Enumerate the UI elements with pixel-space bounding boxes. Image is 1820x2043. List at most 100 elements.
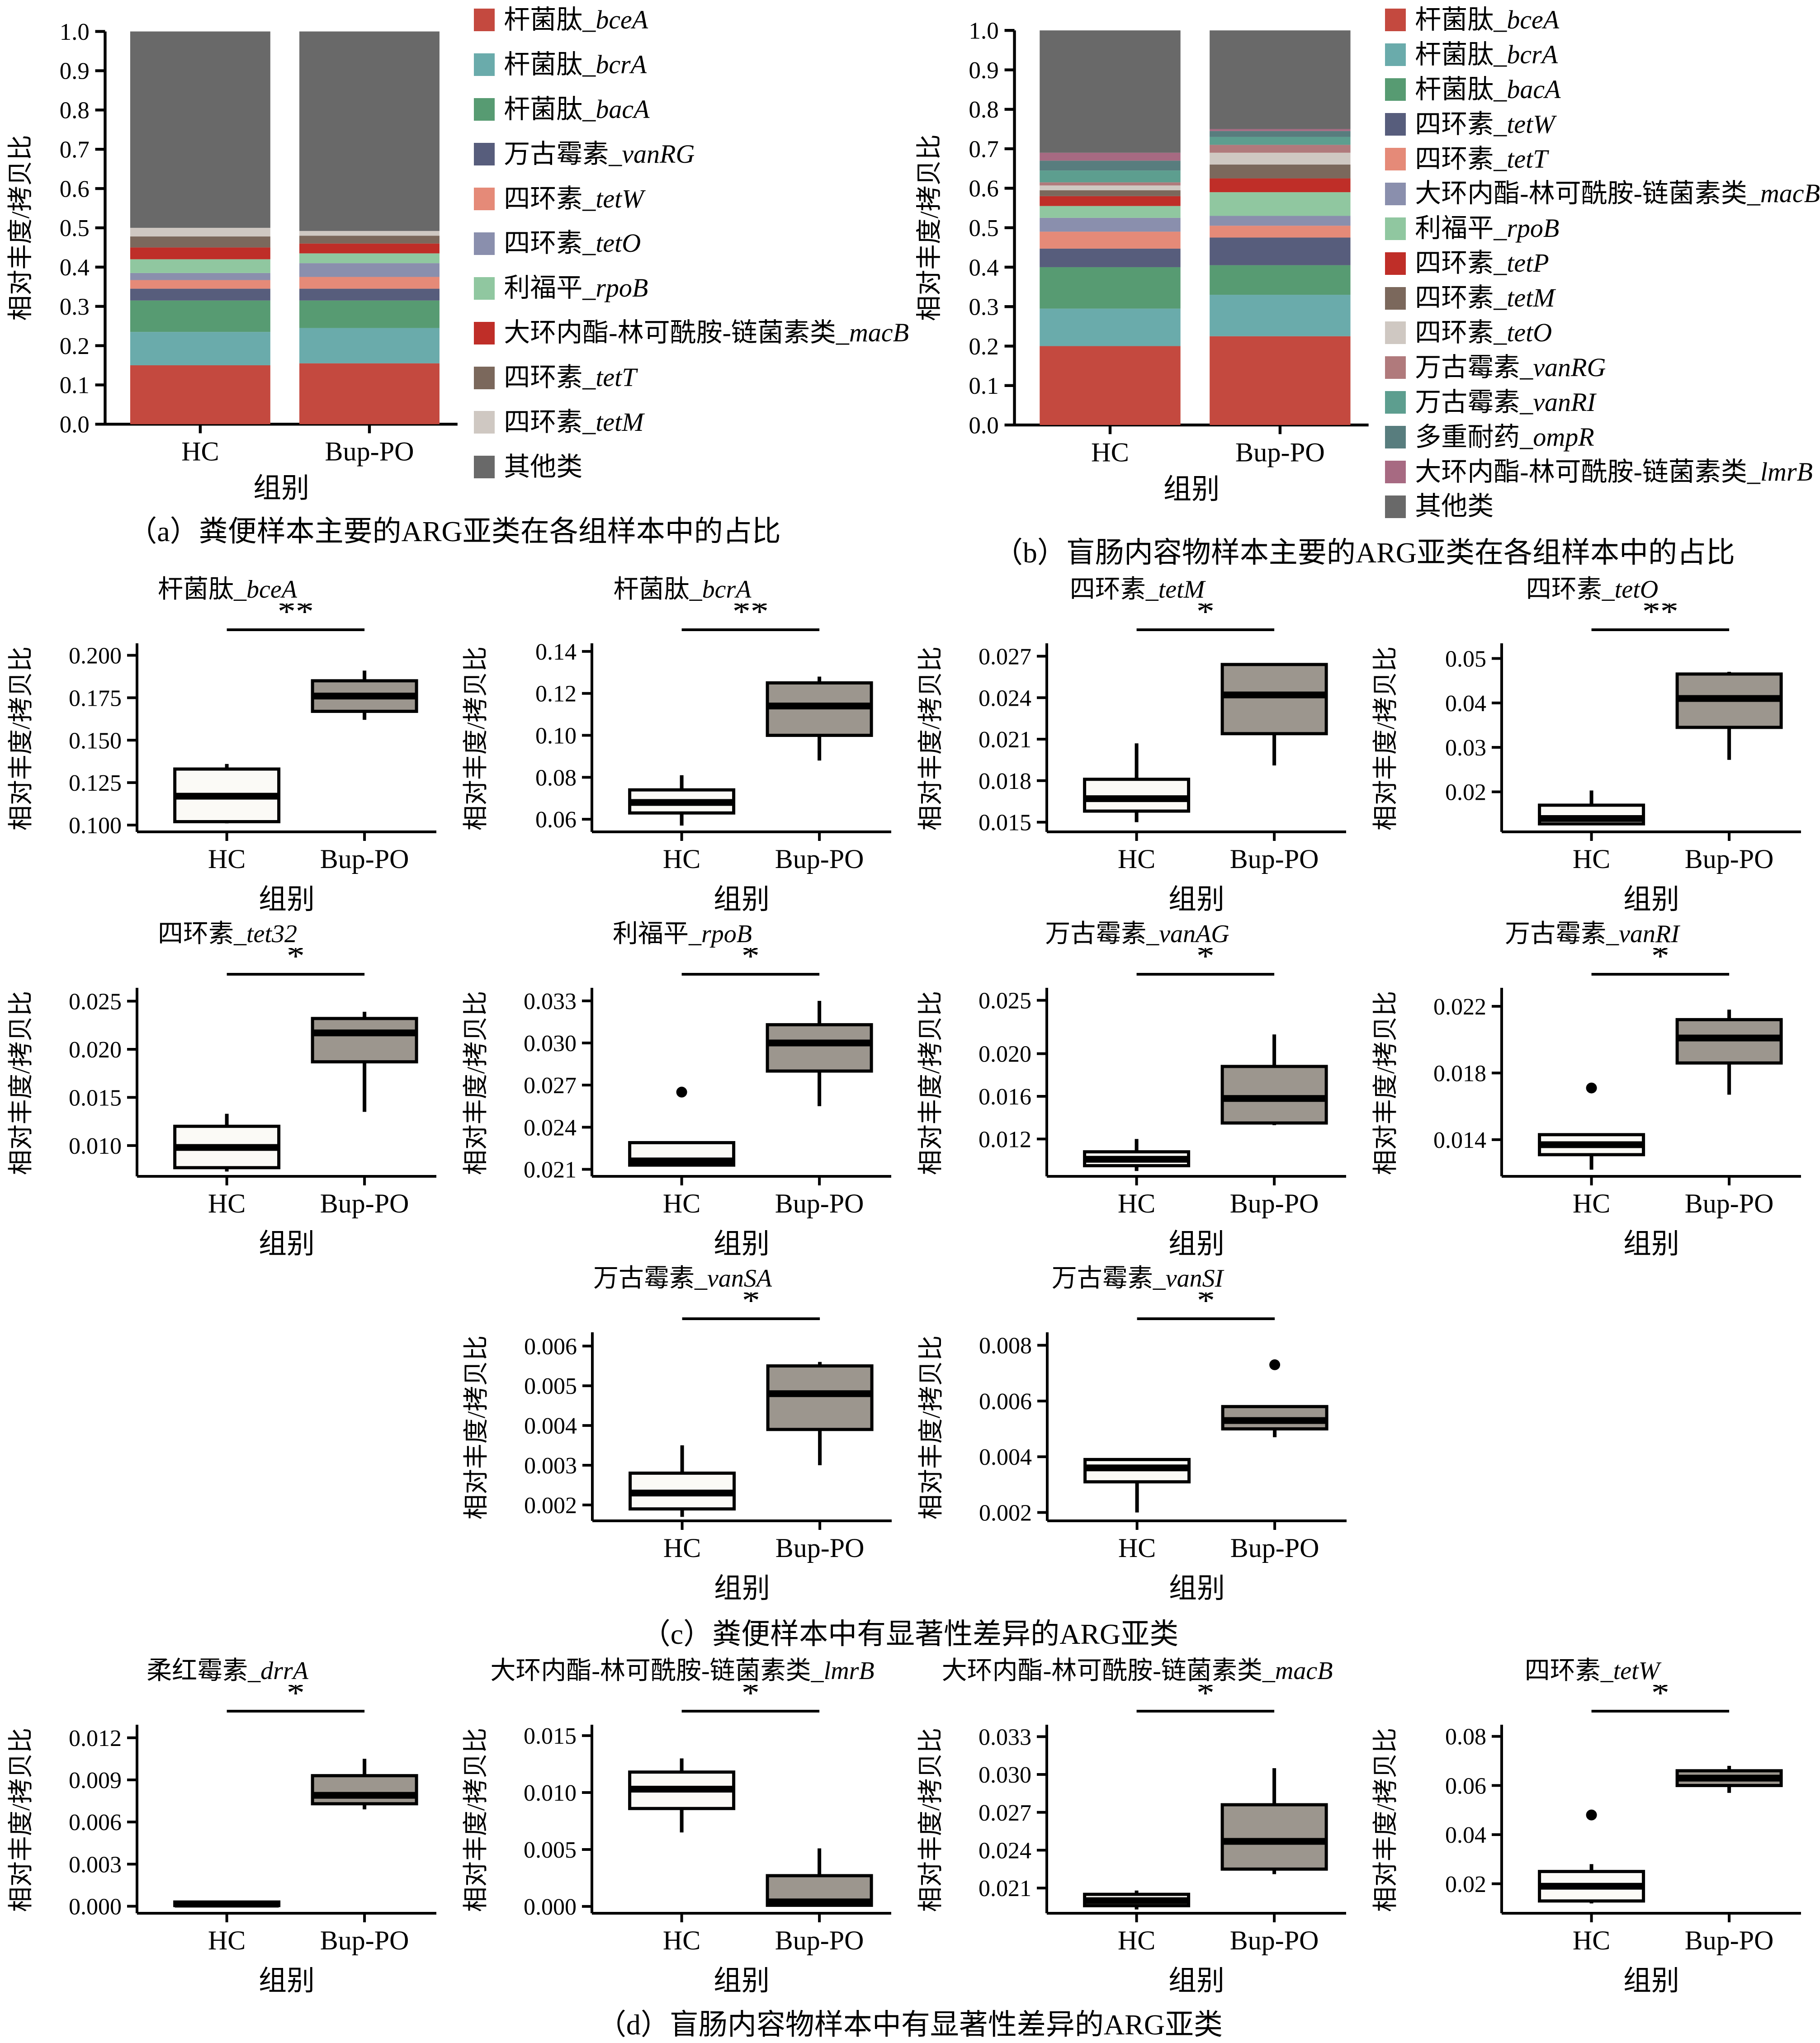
boxplot-cell-c10: 万古霉素_vanSI 0.002 0.004 0.006 0.008 相对丰度/拷贝比 HC…: [910, 1264, 1365, 1609]
legend-label: 杆菌肽_bceA: [504, 5, 648, 34]
significance-stars: *: [1651, 948, 1669, 976]
outlier-point: [676, 1087, 687, 1098]
boxplot-row-c2: 四环素_tet32 0.010 0.015 0.020 0.025 相对丰度/拷贝比 HC B…: [0, 920, 1820, 1264]
box-hc: [173, 1114, 281, 1172]
y-tick-label: 0.08: [535, 765, 577, 791]
bar-segment: [1040, 231, 1181, 249]
boxplot-cell-d1: 柔红霉素_drrA 0.000 0.003 0.006 0.009 0.012 相对丰度/拷…: [0, 1657, 455, 2001]
y-tick-label: 0.5: [969, 215, 998, 241]
legend-item: 四环素_tetM: [474, 408, 909, 436]
y-tick-label: 0.005: [524, 1374, 577, 1400]
bar-segment: [1040, 182, 1181, 186]
y-tick-label: 0.1: [60, 373, 90, 399]
box-bup-po: [311, 1012, 418, 1112]
legend-item: 万古霉素_vanRG: [1385, 354, 1820, 382]
bar-segment: [299, 288, 440, 301]
legend-item: 其他类: [1385, 493, 1820, 520]
x-axis-title: 组别: [1168, 1966, 1224, 1996]
y-tick-label: 0.033: [979, 1725, 1031, 1750]
x-tick-label: HC: [1118, 1925, 1155, 1955]
legend-item: 杆菌肽_bacA: [474, 95, 909, 123]
x-tick-label: Bup-PO: [775, 1533, 864, 1563]
box-bup-po: [766, 1362, 874, 1466]
bar-segment: [130, 247, 270, 260]
boxplot-title: 大环内酯-林可酰胺-链菌素类_macB: [941, 1657, 1333, 1685]
bar-segment: [1040, 152, 1181, 161]
x-tick-label: Bup-PO: [325, 437, 414, 467]
y-axis-title: 相对丰度/拷贝比: [463, 1335, 491, 1520]
significance-stars: *: [287, 948, 305, 976]
boxplot-title: 杆菌肽_bcrA: [613, 576, 752, 604]
y-tick-label: 0.000: [524, 1894, 577, 1920]
x-tick-label: HC: [181, 437, 219, 467]
bar-segment: [299, 328, 440, 363]
bar-segment: [1040, 160, 1181, 171]
bar-segment: [299, 236, 440, 244]
box-bup-po: [311, 670, 418, 720]
y-axis-title: 相对丰度/拷贝比: [462, 991, 490, 1175]
legend-label: 万古霉素_vanRG: [1415, 352, 1606, 382]
y-tick-label: 0.000: [69, 1894, 122, 1920]
x-tick-label: Bup-PO: [1230, 1533, 1319, 1563]
box-bup-po: [766, 1001, 873, 1107]
boxplot-svg-c6: 0.021 0.024 0.027 0.030 0.033 相对丰度/拷贝比 HC Bup-P…: [462, 948, 891, 1260]
y-tick-label: 0.021: [524, 1157, 577, 1183]
legend-item: 四环素_tetM: [1385, 284, 1820, 312]
legend-swatch-tetT: [474, 366, 495, 389]
y-tick-label: 0.010: [69, 1133, 122, 1159]
box-hc: [628, 1758, 736, 1833]
box-hc: [173, 764, 281, 824]
boxplot-cell-d3: 大环内酯-林可酰胺-链菌素类_macB 0.021 0.024 0.027 0.030 0…: [910, 1657, 1365, 2001]
bar-segment: [130, 300, 270, 332]
box-hc: [1083, 1891, 1191, 1910]
legend-label: 四环素_tetW: [1415, 109, 1555, 139]
legend-label: 四环素_tetP: [1415, 248, 1549, 278]
y-tick-label: 0.5: [60, 215, 90, 241]
y-tick-label: 0.015: [979, 810, 1031, 836]
box-bup-po: [1220, 1034, 1328, 1126]
bar-segment: [130, 31, 270, 228]
y-tick-label: 0.0: [60, 412, 90, 438]
legend-item: 大环内酯-林可酰胺-链菌素类_macB: [474, 319, 909, 347]
legend-item: 杆菌肽_bceA: [1385, 6, 1820, 34]
bar-segment: [1210, 226, 1351, 238]
x-tick-label: Bup-PO: [1685, 1925, 1774, 1955]
x-tick-label: HC: [663, 844, 700, 874]
caption-b: （b）盲肠内容物样本主要的ARG亚类在各组样本中的占比: [993, 537, 1735, 569]
stacked-bar-svg-b: 0.0 0.1 0.2 0.3 0.4 0.5 0.6 0.7 0.8 0.9 1.0 相对丰度/拷贝…: [915, 18, 1369, 505]
significance-stars: *: [1651, 1685, 1669, 1713]
boxplot-title: 四环素_tetM: [1069, 576, 1205, 604]
y-tick-label: 0.05: [1445, 646, 1486, 672]
y-tick-label: 0.003: [69, 1852, 122, 1878]
y-axis: 0.02 0.03 0.04 0.05: [1445, 646, 1502, 806]
y-tick-label: 0.7: [969, 136, 998, 162]
x-tick-label: Bup-PO: [1230, 1189, 1319, 1218]
bar-segment: [1210, 30, 1351, 129]
bar-segment: [130, 259, 270, 273]
box-hc: [173, 1901, 281, 1908]
y-tick-label: 0.015: [69, 1085, 122, 1111]
legend-label: 杆菌肽_bacA: [1415, 74, 1561, 104]
outlier-point: [1586, 1809, 1597, 1821]
legend-swatch-tetW: [474, 188, 495, 210]
y-tick-label: 0.022: [1433, 994, 1486, 1020]
y-axis-title: 相对丰度/拷贝比: [462, 1728, 490, 1912]
boxplot-cell-c3: 四环素_tetM 0.015 0.018 0.021 0.024 0.027 相对丰度/拷贝…: [910, 576, 1365, 920]
x-axis-title: 组别: [1168, 1573, 1224, 1604]
box-hc: [1083, 1458, 1191, 1513]
legend-item: 杆菌肽_bcrA: [1385, 41, 1820, 69]
legend-label: 大环内酯-林可酰胺-链菌素类_lmrB: [1415, 457, 1813, 486]
y-axis-title: 相对丰度/拷贝比: [7, 991, 35, 1175]
bar-segment: [299, 253, 440, 264]
bar-segment: [1040, 30, 1181, 153]
box-hc: [628, 775, 736, 826]
y-tick-label: 0.8: [969, 97, 998, 123]
legend-label: 四环素_tetO: [504, 228, 641, 258]
y-tick-label: 0.0: [969, 412, 998, 439]
bar-segment: [299, 300, 440, 328]
boxplot-title: 四环素_tet32: [158, 920, 297, 948]
legend-swatch-tetW: [1385, 113, 1406, 136]
y-axis: 0.02 0.04 0.06 0.08: [1445, 1724, 1502, 1897]
